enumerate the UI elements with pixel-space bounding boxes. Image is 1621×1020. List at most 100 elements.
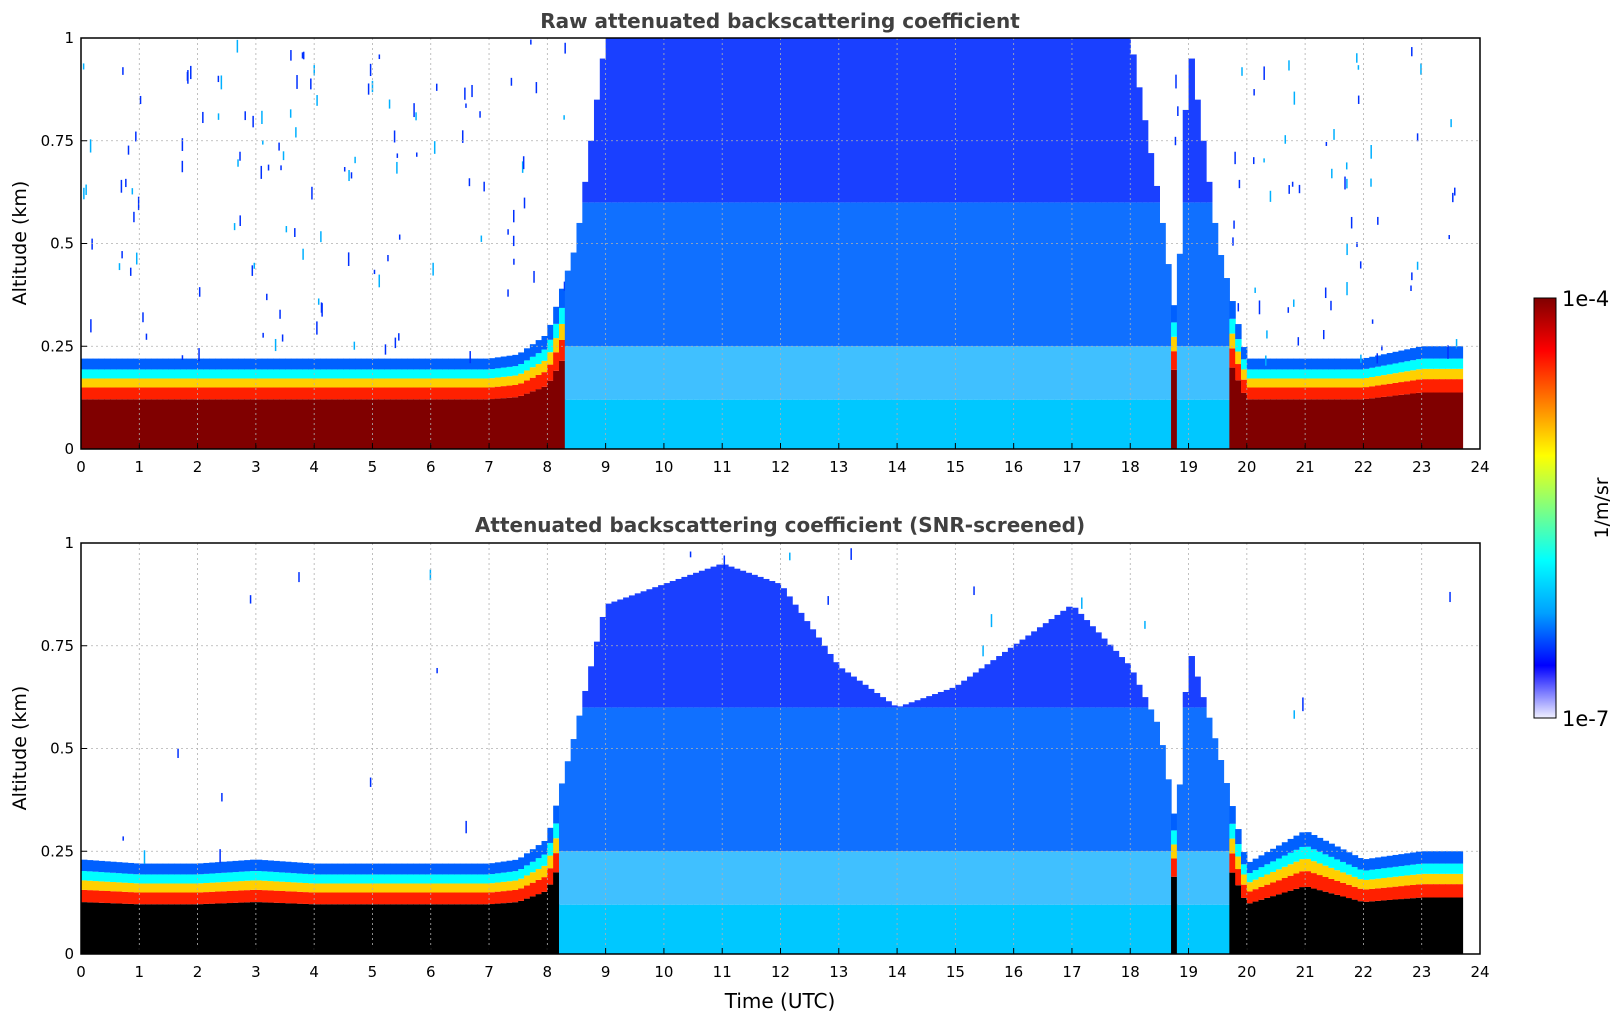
heatmap-cell [1281, 399, 1289, 449]
heatmap-cell [81, 369, 88, 379]
heatmap-cell [780, 399, 787, 449]
heatmap-cell [786, 399, 793, 449]
heatmap-cell [232, 860, 239, 873]
heatmap-cell [1136, 346, 1143, 400]
heatmap-cell [1013, 851, 1021, 905]
heatmap-cell [1328, 843, 1335, 857]
heatmap-cell [675, 38, 682, 203]
heatmap-cell [1176, 346, 1184, 400]
heatmap-cell [489, 387, 496, 400]
heatmap-cell [162, 892, 170, 905]
x-tick-label: 6 [426, 458, 436, 476]
heatmap-cell [86, 880, 94, 891]
heatmap-cell [914, 851, 921, 905]
heatmap-cell [320, 883, 327, 893]
x-tick-label: 21 [1296, 963, 1315, 981]
heatmap-cell [547, 884, 554, 954]
heatmap-cell [500, 398, 508, 449]
noise-speck [1232, 237, 1234, 246]
heatmap-cell [821, 399, 828, 449]
heatmap-cell [902, 399, 910, 449]
heatmap-cell [646, 346, 653, 400]
heatmap-cell [658, 904, 665, 954]
heatmap-cell [197, 378, 205, 388]
heatmap-cell [1299, 846, 1306, 860]
heatmap-cell [932, 346, 939, 400]
heatmap-cell [104, 369, 111, 379]
heatmap-cell [273, 378, 280, 388]
heatmap-cell [1340, 358, 1347, 370]
noise-speck [142, 312, 144, 323]
heatmap-cell [920, 851, 927, 905]
heatmap-cell [1386, 383, 1394, 397]
heatmap-cell [844, 202, 852, 347]
heatmap-cell [1281, 866, 1289, 878]
heatmap-cell [459, 892, 467, 905]
heatmap-cell [1112, 346, 1120, 400]
heatmap-cell [1141, 851, 1149, 905]
heatmap-cell [413, 358, 420, 370]
heatmap-cell [955, 904, 962, 954]
heatmap-cell [687, 904, 694, 954]
heatmap-cell [1019, 202, 1026, 347]
heatmap-cell [524, 370, 531, 381]
heatmap-cell [366, 883, 374, 893]
heatmap-cell [821, 645, 828, 708]
heatmap-cell [1246, 378, 1254, 388]
heatmap-cell [150, 874, 158, 884]
heatmap-cell [139, 904, 146, 954]
heatmap-cell [331, 874, 339, 884]
heatmap-cell [459, 369, 467, 379]
heatmap-cell [838, 202, 846, 347]
heatmap-cell [873, 399, 881, 449]
heatmap-cell [704, 346, 712, 400]
heatmap-cell [1182, 707, 1190, 852]
heatmap-cell [1421, 873, 1429, 885]
heatmap-cell [961, 680, 968, 708]
heatmap-cell [996, 904, 1003, 954]
heatmap-cell [337, 863, 344, 875]
heatmap-cell [757, 851, 764, 905]
heatmap-cell [419, 399, 426, 449]
heatmap-cell [378, 892, 385, 905]
heatmap-cell [763, 399, 770, 449]
heatmap-cell [162, 904, 170, 954]
heatmap-cell [1054, 904, 1061, 954]
heatmap-cell [955, 346, 962, 400]
heatmap-cell [792, 604, 799, 708]
heatmap-cell [133, 387, 140, 400]
heatmap-cell [378, 369, 385, 379]
noise-speck [320, 302, 323, 313]
heatmap-cell [401, 387, 409, 400]
heatmap-cell [349, 904, 356, 954]
heatmap-cell [967, 707, 974, 852]
heatmap-cell [1147, 709, 1155, 852]
heatmap-cell [1066, 707, 1073, 852]
heatmap-cell [570, 346, 578, 400]
heatmap-cell [1165, 346, 1172, 400]
heatmap-cell [180, 369, 187, 379]
heatmap-cell [442, 883, 449, 893]
heatmap-cell [261, 860, 269, 872]
heatmap-cell [419, 863, 426, 875]
heatmap-cell [156, 904, 164, 954]
heatmap-cell [1310, 861, 1318, 874]
heatmap-cell [430, 874, 438, 884]
heatmap-cell [669, 38, 677, 203]
heatmap-cell [1194, 346, 1201, 400]
noise-speck [369, 777, 372, 787]
heatmap-cell [98, 881, 105, 891]
heatmap-cell [640, 346, 648, 400]
heatmap-cell [1322, 877, 1330, 892]
heatmap-cell [349, 369, 356, 379]
heatmap-cell [1095, 38, 1102, 203]
heatmap-cell [1410, 348, 1417, 361]
heatmap-cell [110, 378, 117, 388]
heatmap-cell [185, 883, 193, 893]
heatmap-cell [197, 863, 205, 875]
heatmap-cell [1445, 851, 1452, 864]
heatmap-cell [168, 399, 175, 449]
heatmap-cell [127, 862, 135, 874]
heatmap-cell [1328, 358, 1335, 370]
heatmap-cell [401, 874, 409, 884]
